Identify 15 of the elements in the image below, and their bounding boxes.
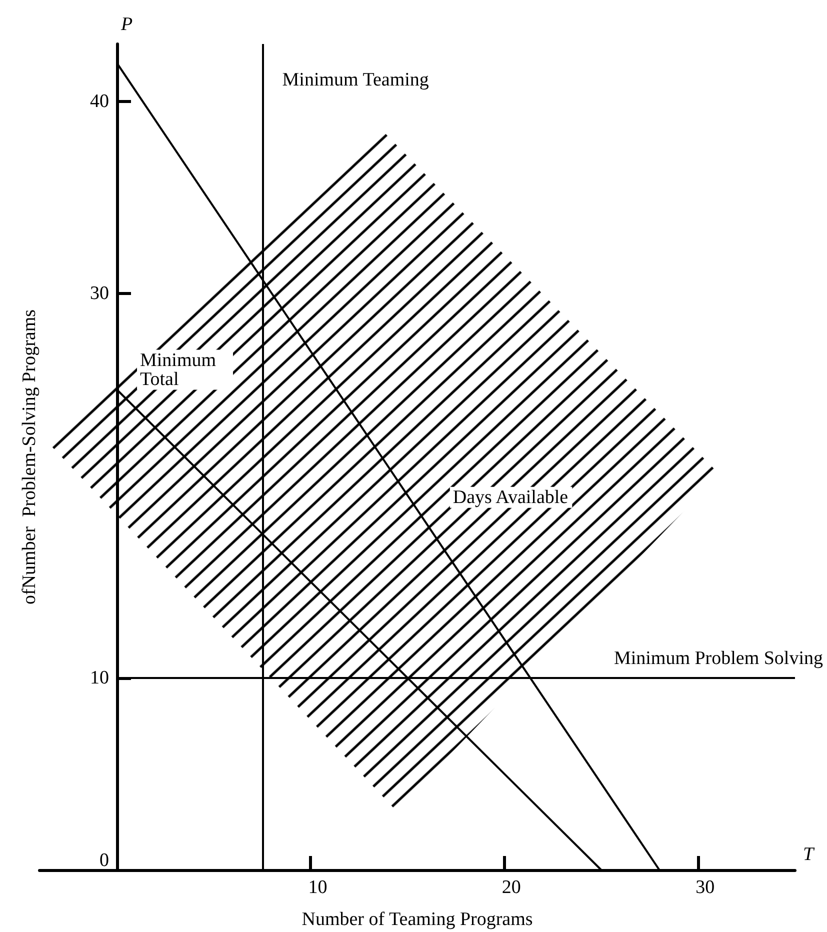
x-tick-label: 10 xyxy=(308,877,328,898)
x-tick-label: 20 xyxy=(502,877,521,898)
x-tick-label: 30 xyxy=(696,877,715,898)
series-label: Minimum Total xyxy=(140,350,221,390)
series-label: Days Available xyxy=(452,486,568,508)
y-tick-label: 0 xyxy=(100,850,109,871)
y-tick-label: 30 xyxy=(90,283,109,304)
y-tick-label: 10 xyxy=(90,667,109,688)
ref-line-label: Minimum Problem Solving xyxy=(614,648,824,669)
text: P xyxy=(120,14,133,35)
y-tick-label: 40 xyxy=(90,91,109,112)
ref-line-label: Minimum Teaming xyxy=(282,70,430,90)
y-axis-title: ofNumber Problem-Solving Programs xyxy=(19,309,40,605)
x-axis-title: Number of Teaming Programs xyxy=(302,909,533,930)
text: T xyxy=(803,844,815,865)
